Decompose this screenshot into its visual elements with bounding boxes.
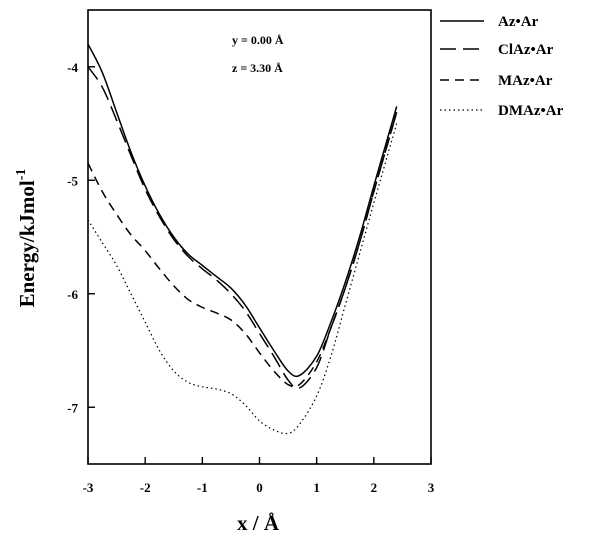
- series-line: [88, 67, 397, 389]
- x-tick-label: 2: [371, 480, 378, 495]
- x-tick-label: 1: [313, 480, 320, 495]
- x-tick-label: -3: [83, 480, 94, 495]
- y-tick-label: -7: [67, 400, 78, 415]
- x-tick-label: 3: [428, 480, 435, 495]
- x-axis-title: x / Å: [237, 511, 280, 535]
- legend-label: DMAz•Ar: [498, 103, 564, 119]
- y-axis-title-main: Energy/kJmol: [15, 180, 39, 307]
- plot-frame: [88, 10, 431, 464]
- series-line: [88, 44, 397, 376]
- x-tick-label: 0: [256, 480, 263, 495]
- annotation-z: z = 3.30 Å: [232, 61, 283, 75]
- y-axis-title-group: Energy/kJmol-1: [14, 169, 39, 308]
- y-tick-label: -5: [67, 173, 78, 188]
- series-line: [88, 112, 397, 387]
- series-layer: [88, 44, 397, 434]
- annotation-y: y = 0.00 Å: [232, 33, 284, 47]
- y-axis-title: Energy/kJmol-1: [14, 169, 39, 308]
- legend-label: MAz•Ar: [498, 73, 553, 89]
- x-tick-label: -2: [140, 480, 151, 495]
- series-line: [88, 124, 397, 434]
- y-axis-title-superscript: -1: [14, 169, 29, 181]
- legend-label: Az•Ar: [498, 14, 539, 30]
- x-tick-label: -1: [197, 480, 208, 495]
- legend-label: ClAz•Ar: [498, 42, 554, 58]
- y-tick-label: -6: [67, 287, 78, 302]
- y-tick-label: -4: [67, 60, 78, 75]
- legend: Az•Ar ClAz•Ar MAz•Ar DMAz•Ar: [440, 14, 564, 119]
- axis-ticks: -3 -2 -1 0 1 2 3 -4 -5 -6 -7: [67, 60, 435, 495]
